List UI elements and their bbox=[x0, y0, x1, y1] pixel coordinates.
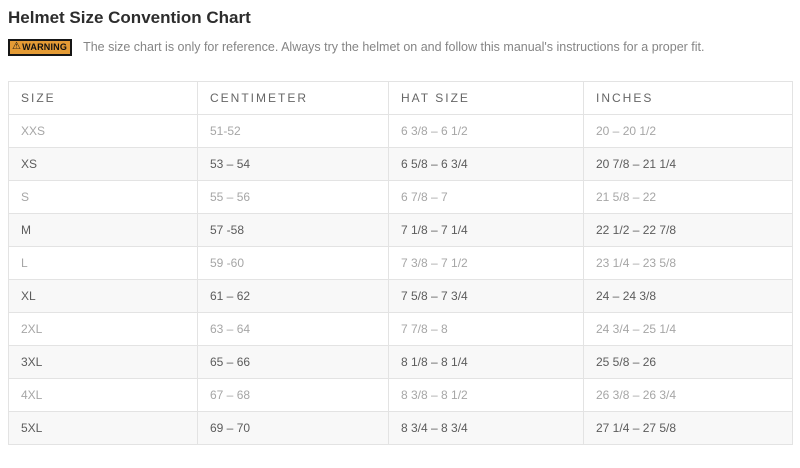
inches-cell: 21 5/8 – 22 bbox=[583, 180, 793, 214]
warning-row: ⚠ WARNING The size chart is only for ref… bbox=[8, 38, 792, 56]
warning-badge-label: WARNING bbox=[22, 41, 68, 52]
hat-size-cell: 8 3/8 – 8 1/2 bbox=[388, 378, 584, 412]
centimeter-cell: 53 – 54 bbox=[197, 147, 389, 181]
centimeter-cell: 67 – 68 bbox=[197, 378, 389, 412]
centimeter-cell: 65 – 66 bbox=[197, 345, 389, 379]
inches-cell: 20 – 20 1/2 bbox=[583, 114, 793, 148]
inches-cell: 24 3/4 – 25 1/4 bbox=[583, 312, 793, 346]
column-header-centimeter: CENTIMETER bbox=[197, 81, 389, 115]
inches-cell: 25 5/8 – 26 bbox=[583, 345, 793, 379]
size-cell: M bbox=[8, 213, 198, 247]
centimeter-cell: 51-52 bbox=[197, 114, 389, 148]
size-cell: 3XL bbox=[8, 345, 198, 379]
table-row: S 55 – 56 6 7/8 – 7 21 5/8 – 22 bbox=[8, 180, 793, 214]
size-cell: 5XL bbox=[8, 411, 198, 445]
table-row: L 59 -60 7 3/8 – 7 1/2 23 1/4 – 23 5/8 bbox=[8, 246, 793, 280]
inches-cell: 27 1/4 – 27 5/8 bbox=[583, 411, 793, 445]
size-cell: XL bbox=[8, 279, 198, 313]
size-cell: 2XL bbox=[8, 312, 198, 346]
table-row: 3XL 65 – 66 8 1/8 – 8 1/4 25 5/8 – 26 bbox=[8, 345, 793, 379]
table-header: SIZE CENTIMETER HAT SIZE INCHES bbox=[8, 81, 793, 115]
warning-badge: ⚠ WARNING bbox=[8, 38, 73, 56]
inches-cell: 24 – 24 3/8 bbox=[583, 279, 793, 313]
table-row: 2XL 63 – 64 7 7/8 – 8 24 3/4 – 25 1/4 bbox=[8, 312, 793, 346]
hat-size-cell: 6 5/8 – 6 3/4 bbox=[388, 147, 584, 181]
centimeter-cell: 57 -58 bbox=[197, 213, 389, 247]
inches-cell: 23 1/4 – 23 5/8 bbox=[583, 246, 793, 280]
hat-size-cell: 6 3/8 – 6 1/2 bbox=[388, 114, 584, 148]
helmet-size-table: SIZE CENTIMETER HAT SIZE INCHES XXS 51-52… bbox=[8, 81, 793, 445]
hat-size-cell: 7 5/8 – 7 3/4 bbox=[388, 279, 584, 313]
table-row: XXS 51-52 6 3/8 – 6 1/2 20 – 20 1/2 bbox=[8, 114, 793, 148]
hat-size-cell: 8 3/4 – 8 3/4 bbox=[388, 411, 584, 445]
hat-size-cell: 7 7/8 – 8 bbox=[388, 312, 584, 346]
column-header-size: SIZE bbox=[8, 81, 198, 115]
size-cell: XXS bbox=[8, 114, 198, 148]
table-row: XL 61 – 62 7 5/8 – 7 3/4 24 – 24 3/8 bbox=[8, 279, 793, 313]
centimeter-cell: 59 -60 bbox=[197, 246, 389, 280]
centimeter-cell: 55 – 56 bbox=[197, 180, 389, 214]
hat-size-cell: 7 3/8 – 7 1/2 bbox=[388, 246, 584, 280]
warning-text: The size chart is only for reference. Al… bbox=[83, 40, 705, 54]
size-cell: XS bbox=[8, 147, 198, 181]
centimeter-cell: 63 – 64 bbox=[197, 312, 389, 346]
page: Helmet Size Convention Chart ⚠ WARNING T… bbox=[8, 8, 793, 445]
table-header-row: SIZE CENTIMETER HAT SIZE INCHES bbox=[8, 81, 793, 115]
centimeter-cell: 61 – 62 bbox=[197, 279, 389, 313]
hat-size-cell: 6 7/8 – 7 bbox=[388, 180, 584, 214]
column-header-inches: INCHES bbox=[583, 81, 793, 115]
inches-cell: 20 7/8 – 21 1/4 bbox=[583, 147, 793, 181]
table-row: 4XL 67 – 68 8 3/8 – 8 1/2 26 3/8 – 26 3/4 bbox=[8, 378, 793, 412]
warning-triangle-icon: ⚠ bbox=[12, 41, 22, 52]
table-row: 5XL 69 – 70 8 3/4 – 8 3/4 27 1/4 – 27 5/8 bbox=[8, 411, 793, 445]
size-cell: L bbox=[8, 246, 198, 280]
centimeter-cell: 69 – 70 bbox=[197, 411, 389, 445]
size-cell: S bbox=[8, 180, 198, 214]
hat-size-cell: 8 1/8 – 8 1/4 bbox=[388, 345, 584, 379]
table-row: M 57 -58 7 1/8 – 7 1/4 22 1/2 – 22 7/8 bbox=[8, 213, 793, 247]
inches-cell: 22 1/2 – 22 7/8 bbox=[583, 213, 793, 247]
table-row: XS 53 – 54 6 5/8 – 6 3/4 20 7/8 – 21 1/4 bbox=[8, 147, 793, 181]
hat-size-cell: 7 1/8 – 7 1/4 bbox=[388, 213, 584, 247]
inches-cell: 26 3/8 – 26 3/4 bbox=[583, 378, 793, 412]
size-cell: 4XL bbox=[8, 378, 198, 412]
page-title: Helmet Size Convention Chart bbox=[8, 8, 251, 27]
table-body: XXS 51-52 6 3/8 – 6 1/2 20 – 20 1/2 XS 53 – 5… bbox=[8, 114, 793, 445]
column-header-hat-size: HAT SIZE bbox=[388, 81, 584, 115]
